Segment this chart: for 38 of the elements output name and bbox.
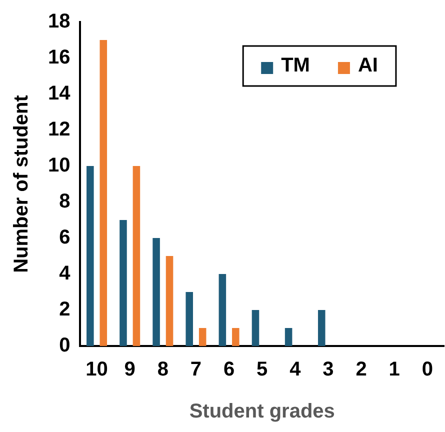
bar	[132, 166, 140, 346]
y-tick-label: 12	[48, 118, 70, 141]
bar	[166, 256, 174, 346]
bar	[318, 310, 326, 346]
bar	[218, 274, 226, 346]
x-tick-label: 5	[256, 358, 268, 381]
legend-label: TM	[281, 54, 310, 77]
y-tick-label: 8	[59, 190, 70, 213]
y-tick-label: 6	[59, 226, 70, 249]
bar	[186, 292, 193, 346]
x-tick-label: 1	[388, 358, 400, 381]
bar	[120, 220, 127, 346]
y-axis-title: Number of student	[10, 94, 33, 273]
y-tick-label: 10	[48, 154, 70, 177]
bar	[252, 310, 260, 346]
bar	[232, 328, 240, 346]
bar	[284, 328, 292, 346]
x-tick-label: 10	[86, 358, 108, 381]
x-tick-label: 4	[290, 358, 302, 381]
y-tick-label: 18	[48, 10, 70, 33]
x-tick-label: 8	[157, 358, 168, 381]
x-tick-label: 7	[190, 358, 202, 381]
y-tick-label: 2	[59, 298, 70, 321]
bar	[198, 328, 206, 346]
x-tick-label: 6	[223, 358, 235, 381]
y-tick-label: 4	[59, 262, 72, 285]
bar	[152, 238, 160, 346]
x-tick-label: 3	[322, 358, 334, 381]
y-tick-label: 16	[48, 46, 70, 69]
x-tick-label: 2	[356, 358, 367, 381]
x-tick-label: 9	[124, 358, 136, 381]
bar	[100, 40, 108, 346]
bar	[86, 166, 94, 346]
x-tick-label: 0	[422, 358, 433, 381]
y-tick-label: 14	[48, 82, 72, 105]
legend-label: AI	[358, 54, 378, 77]
x-axis-title: Student grades	[189, 400, 335, 423]
y-tick-label: 0	[59, 334, 70, 357]
